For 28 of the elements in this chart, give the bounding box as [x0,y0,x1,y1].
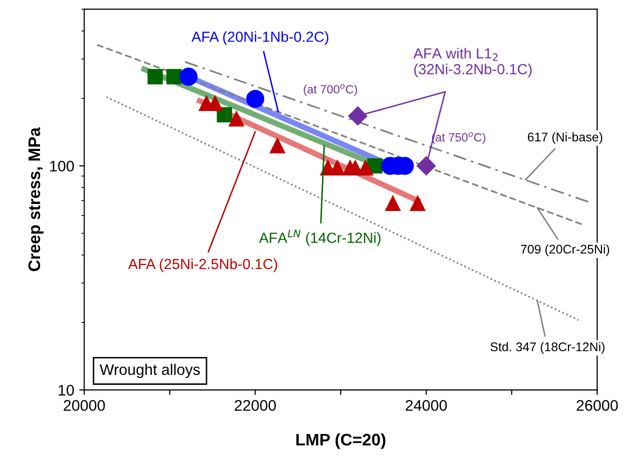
x-tick-label: 22000 [234,400,276,411]
x-tick-label: 20000 [64,400,105,411]
text: Std. 347 (18Cr-12Ni) [490,342,604,354]
x-axis-title: LMP (C=20) [296,433,386,449]
point [416,156,436,176]
x-tick-label: 26000 [576,400,618,411]
point [228,111,244,127]
point [166,69,182,84]
text: AFA$^{LN}$ (14Cr-12Ni) [258,230,380,246]
text: AFA (25Ni-2.5Nb-0.1C) [128,258,278,272]
point [410,196,426,212]
y-axis-title: Creep stress, MPa [28,127,44,272]
series-label: AFA (20Ni-1Nb-0.2C) [191,31,328,45]
point [246,90,264,108]
point [385,196,400,212]
x-tick-label: 24000 [406,400,447,411]
annotation: (at 700$^{o}$C) [304,84,358,96]
text: AFA with L1$_{2}$ (32Ni-3.2Nb-0.1C) [413,48,532,78]
y-tick-label: 100 [50,160,74,172]
text: 617 (Ni-base) [528,132,602,144]
text: 709 (20Cr-25Ni) [520,244,610,256]
annotation: Wrought alloys [100,364,200,378]
point [216,107,232,122]
point [270,138,286,154]
point [180,68,198,86]
point [348,106,368,126]
point [148,69,163,84]
y-tick-label: 10 [58,384,74,396]
